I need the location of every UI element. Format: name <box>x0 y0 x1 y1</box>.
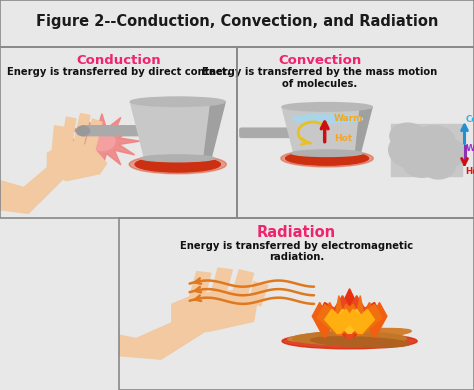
Circle shape <box>426 138 465 168</box>
Ellipse shape <box>282 333 417 349</box>
Ellipse shape <box>292 150 363 156</box>
Polygon shape <box>52 126 64 151</box>
FancyBboxPatch shape <box>240 128 315 137</box>
Polygon shape <box>332 296 367 339</box>
Polygon shape <box>232 270 254 297</box>
Polygon shape <box>130 102 225 158</box>
Polygon shape <box>211 268 232 296</box>
Circle shape <box>390 123 425 149</box>
Text: Figure 2--Conduction, Convection, and Radiation: Figure 2--Conduction, Convection, and Ra… <box>36 14 438 28</box>
Polygon shape <box>0 163 66 213</box>
Polygon shape <box>73 114 90 146</box>
Text: Cool: Cool <box>465 115 474 124</box>
Polygon shape <box>85 119 102 150</box>
Polygon shape <box>356 107 372 153</box>
Text: Radiation: Radiation <box>257 225 336 240</box>
Polygon shape <box>47 141 107 181</box>
Polygon shape <box>64 114 140 168</box>
Polygon shape <box>318 296 360 335</box>
Ellipse shape <box>285 151 369 165</box>
Polygon shape <box>318 289 382 337</box>
Polygon shape <box>336 309 364 333</box>
Ellipse shape <box>130 97 225 106</box>
Text: Energy is transferred by electromagnetic
radiation.: Energy is transferred by electromagnetic… <box>180 241 413 262</box>
Text: Hot: Hot <box>334 134 352 143</box>
Polygon shape <box>190 271 211 299</box>
Polygon shape <box>172 291 257 332</box>
Text: Warm: Warm <box>334 113 364 122</box>
Polygon shape <box>62 117 76 148</box>
Polygon shape <box>282 107 372 153</box>
Text: Energy is transferred by direct contact.: Energy is transferred by direct contact. <box>7 67 230 77</box>
Polygon shape <box>391 124 462 176</box>
Ellipse shape <box>310 337 410 347</box>
Polygon shape <box>312 303 337 337</box>
Ellipse shape <box>281 150 373 167</box>
Polygon shape <box>204 102 225 158</box>
Polygon shape <box>346 309 374 333</box>
Text: Energy is transferred by the mass motion
of molecules.: Energy is transferred by the mass motion… <box>202 67 438 89</box>
Text: Conduction: Conduction <box>76 54 161 67</box>
Text: Convection: Convection <box>278 54 362 67</box>
Text: Hot: Hot <box>465 167 474 176</box>
Ellipse shape <box>129 155 227 174</box>
Ellipse shape <box>141 155 214 162</box>
Polygon shape <box>362 303 387 337</box>
Ellipse shape <box>288 328 411 342</box>
Circle shape <box>412 126 455 157</box>
FancyBboxPatch shape <box>81 126 161 136</box>
Circle shape <box>89 132 115 151</box>
Polygon shape <box>118 318 207 359</box>
Polygon shape <box>250 282 268 306</box>
Circle shape <box>389 131 441 168</box>
Ellipse shape <box>293 332 407 345</box>
Ellipse shape <box>292 114 363 124</box>
Polygon shape <box>325 309 353 333</box>
Circle shape <box>422 155 455 179</box>
Circle shape <box>403 150 441 177</box>
Polygon shape <box>339 296 382 335</box>
Circle shape <box>76 126 90 136</box>
Ellipse shape <box>282 103 372 111</box>
Ellipse shape <box>135 157 220 172</box>
Text: Warm: Warm <box>465 144 474 154</box>
